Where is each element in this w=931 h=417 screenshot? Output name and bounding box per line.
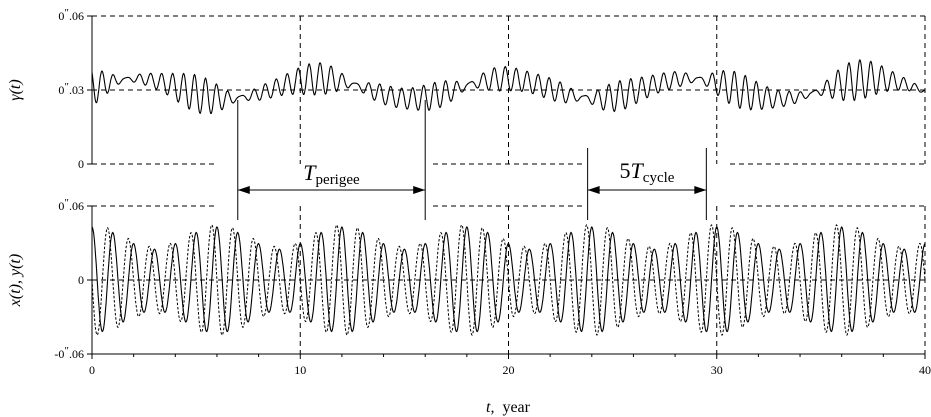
cycle-arrowhead-left: [587, 186, 600, 194]
xy-y-ticks: 0″.06 0 -0″.06: [54, 197, 92, 361]
x-axis-label-var: t,: [486, 399, 494, 416]
x-axis-label: t, year: [486, 399, 531, 416]
gamma-series-line: [91, 58, 926, 115]
xtick-label-3: 30: [711, 363, 723, 377]
xtick-label-1: 10: [294, 363, 306, 377]
x-axis-label-unit: year: [502, 399, 530, 416]
gamma-panel: 0″.06 0″.03 0 γ(t): [7, 7, 926, 171]
x-series-line: [91, 226, 926, 333]
cycle-arrowhead-right: [694, 186, 707, 194]
cycle-label-prefix: 5: [620, 158, 631, 183]
perigee-arrowhead-left: [237, 186, 250, 194]
xy-ytick-label-2: -0″.06: [54, 345, 84, 361]
perigee-label-symbol: T: [303, 160, 317, 185]
y-series-line: [91, 224, 926, 336]
x-axis-ticks: 0 10 20 30 40: [89, 354, 931, 377]
perigee-label: Tperigee: [303, 160, 360, 188]
gamma-ytick-label-1: 0″.03: [58, 81, 84, 97]
xtick-label-2: 20: [503, 363, 515, 377]
xtick-label-0: 0: [89, 363, 95, 377]
gamma-ytick-label-2: 0: [78, 157, 84, 171]
perigee-label-sub: perigee: [316, 172, 360, 188]
period-annotations: Tperigee 5Tcycle: [237, 100, 707, 220]
xy-ytick-label-0: 0″.06: [58, 197, 84, 213]
xtick-label-4: 40: [919, 363, 931, 377]
cycle-label-sub: cycle: [643, 170, 675, 186]
xy-y-axis-label: x(t), y(t): [7, 254, 24, 307]
perigee-arrowhead-right: [413, 186, 426, 194]
gamma-ytick-label-0: 0″.06: [58, 7, 84, 23]
xy-ytick-label-1: 0: [78, 273, 84, 287]
cycle-label: 5Tcycle: [620, 158, 675, 186]
cycle-label-symbol: T: [631, 158, 645, 183]
gamma-y-ticks: 0″.06 0″.03 0: [58, 7, 92, 171]
gamma-y-axis-label: γ(t): [7, 79, 24, 100]
xy-panel: 0″.06 0 -0″.06 0 10 20 30 40 x(t), y(t) t, year: [7, 197, 931, 416]
